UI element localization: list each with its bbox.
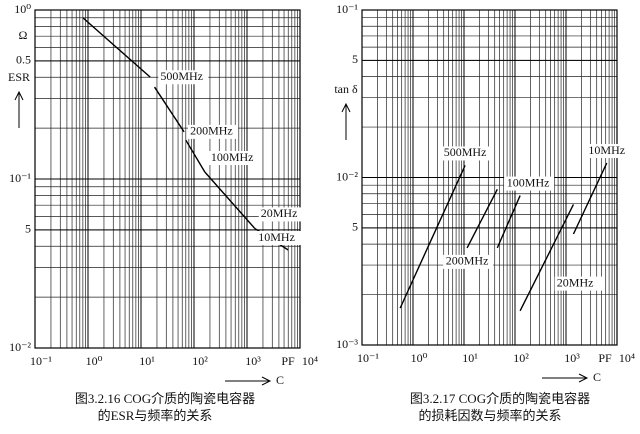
label-bg — [258, 207, 309, 222]
label-bg — [441, 146, 492, 161]
x-arrow — [225, 376, 272, 386]
caption: 的ESR与频率的关系 — [98, 408, 213, 423]
label-bg — [443, 254, 494, 269]
x-axis-label: C — [276, 373, 284, 387]
y-arrow — [14, 90, 24, 128]
series-label: 100MHz — [211, 150, 254, 164]
series-label: 500MHz — [444, 145, 487, 159]
series-label: 500MHz — [160, 69, 203, 83]
plot-frame — [34, 9, 301, 349]
y-tick-label: 5 — [352, 220, 358, 234]
x-tick-label: 10⁴ — [302, 354, 318, 368]
x-axis-label: C — [593, 370, 601, 384]
label-bg — [554, 276, 605, 291]
label-bg — [158, 70, 209, 85]
series-label: 200MHz — [190, 124, 233, 138]
x-arrow — [542, 373, 589, 383]
series-label: 10MHz — [588, 143, 625, 157]
y-arrow — [341, 102, 351, 140]
x-tick-label: 10⁰ — [86, 354, 103, 368]
x-tick-label: 10⁻¹ — [30, 354, 52, 368]
y-unit: Ω — [19, 28, 28, 42]
label-bg — [504, 176, 555, 191]
caption: 图3.2.17 COG介质的陶瓷电容器 — [410, 391, 590, 406]
y-tick-label: 10⁻¹ — [336, 2, 358, 16]
y-tick-label: 10⁰ — [14, 2, 31, 16]
label-bg — [582, 144, 633, 159]
label-bg — [208, 151, 259, 166]
x-unit: PF — [281, 354, 295, 368]
x-tick-label: 10³ — [564, 351, 580, 365]
series-label: 200MHz — [446, 254, 489, 268]
y-tick-label: 10⁻¹ — [9, 171, 31, 185]
x-tick-label: 10⁻¹ — [357, 351, 379, 365]
series-line — [82, 17, 151, 78]
x-tick-label: 10³ — [245, 354, 261, 368]
x-tick-label: 10² — [192, 354, 208, 368]
series-line — [185, 139, 206, 173]
series-label: 10MHz — [258, 230, 295, 244]
y-tick-label: 10⁻² — [9, 340, 31, 354]
x-tick-label: 10¹ — [462, 351, 478, 365]
caption: 图3.2.16 COG介质的陶瓷电容器 — [75, 391, 255, 406]
plot-frame — [361, 9, 618, 346]
y-tick-label: 10⁻² — [336, 169, 358, 183]
x-tick-label: 10⁴ — [619, 351, 635, 365]
label-bg — [188, 124, 239, 139]
y-axis-label: tan δ — [334, 82, 358, 96]
series-line — [466, 189, 498, 249]
x-tick-label: 10¹ — [139, 354, 155, 368]
y-tick-label: 5 — [25, 222, 31, 236]
series-line — [496, 195, 521, 249]
x-tick-label: 10⁰ — [411, 351, 428, 365]
y-tick-label: 0.5 — [16, 53, 31, 67]
series-line — [153, 86, 185, 133]
series-line — [399, 165, 466, 309]
series-line — [519, 204, 575, 312]
y-tick-label: 10⁻³ — [336, 337, 358, 351]
caption: 的损耗因数与频率的关系 — [418, 408, 561, 423]
y-tick-label: 5 — [352, 52, 358, 66]
y-axis-label: ESR — [8, 70, 30, 84]
series-label: 20MHz — [261, 206, 298, 220]
label-bg — [256, 231, 307, 246]
series-line — [572, 162, 608, 235]
x-tick-label: 10² — [513, 351, 529, 365]
x-unit: PF — [598, 351, 612, 365]
series-label: 100MHz — [507, 175, 550, 189]
series-line — [204, 171, 256, 229]
series-label: 20MHz — [557, 275, 594, 289]
